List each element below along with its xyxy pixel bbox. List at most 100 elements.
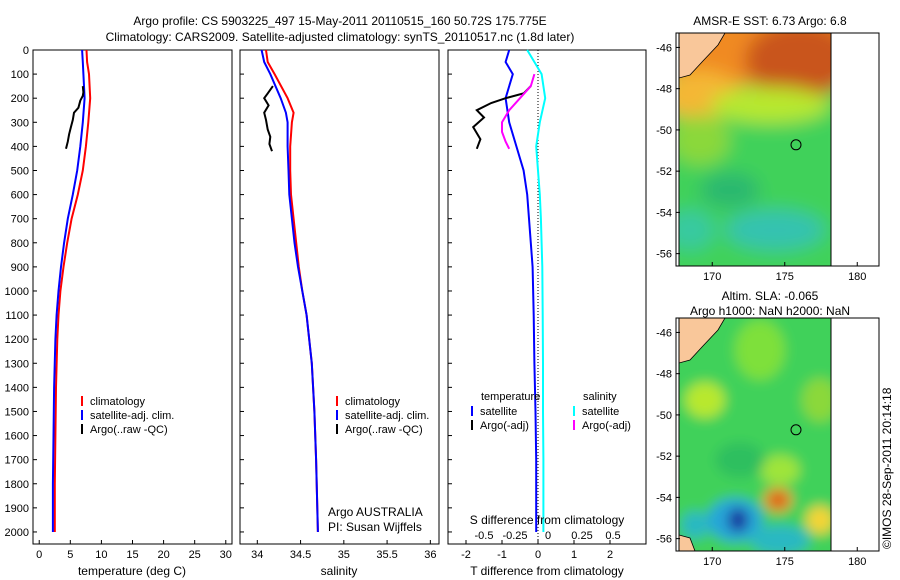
depth-tick-label: 300: [11, 117, 29, 129]
argo-note-line2: PI: Susan Wijffels: [328, 520, 422, 534]
map-tick-labels: 170 175 180 -46 -48 -50 -52 -54 -56 170 175 180 -46 -…: [656, 42, 866, 568]
t-difference-xlabel: T difference from climatology: [470, 564, 624, 578]
map-lon-label: 175: [776, 271, 794, 283]
argo-location-marker-sla: [790, 424, 802, 436]
legend-salinity-title: salinity: [583, 391, 617, 403]
map-lon-label: 180: [848, 556, 866, 568]
map-lat-label: -50: [656, 125, 672, 137]
depth-tick-label: 0: [23, 45, 29, 57]
x-tick-label: 5: [67, 549, 73, 561]
salinity-xlabel: salinity: [321, 564, 358, 578]
map-lon-label: 170: [703, 271, 721, 283]
profile-line-climatology: [265, 49, 319, 533]
x-tick-label: 30: [220, 549, 232, 561]
x-tick-label: 34.5: [290, 549, 311, 561]
s-diff-tick-label: -0.5: [475, 530, 494, 542]
map-lat-label: -54: [656, 492, 672, 504]
x-tick-label: 35: [338, 549, 350, 561]
map-lat-label: -52: [656, 166, 672, 178]
legend-label: satellite-adj. clim.: [345, 410, 429, 422]
depth-tick-label: 1500: [5, 406, 29, 418]
map-lat-label: -46: [656, 42, 672, 54]
depth-tick-label: 1300: [5, 358, 29, 370]
legend-label: satellite: [582, 406, 619, 418]
map-lat-label: -56: [656, 249, 672, 261]
profile-line-satellite: [526, 49, 547, 532]
legend-label: Argo(..raw -QC): [345, 424, 423, 436]
map-lat-label: -48: [656, 84, 672, 96]
profile-series: 0 5 10 15 20 25 30 34 34.5 35 35.5 36 -2 -1 0 1 2 -0.5 -0.…: [33, 49, 631, 561]
x-tick-label: 34: [251, 549, 263, 561]
land-shape-south: [679, 534, 696, 551]
legend-label: climatology: [345, 396, 401, 408]
argo-note-line1: Argo AUSTRALIA: [328, 505, 423, 519]
sla-map-title: Altim. SLA: -0.065: [722, 289, 819, 303]
legend-label: Argo(-adj): [480, 420, 529, 432]
sla-map-frame: [675, 317, 880, 552]
map-lat-label: -54: [656, 207, 672, 219]
legend-label: satellite-adj. clim.: [90, 410, 174, 422]
s-diff-tick-label: 0.25: [571, 530, 592, 542]
s-diff-tick-label: -0.25: [502, 530, 527, 542]
sst-map: [678, 32, 832, 267]
nz-land-shape-2: [679, 318, 726, 364]
legend-label: climatology: [90, 396, 146, 408]
depth-tick-label: 500: [11, 165, 29, 177]
profile-line-satellite-adj--clim-: [260, 49, 319, 533]
x-tick-label: 25: [189, 549, 201, 561]
depth-tick-label: 900: [11, 262, 29, 274]
map-lat-label: -52: [656, 451, 672, 463]
depth-tick-label: 1200: [5, 334, 29, 346]
x-tick-label: 35.5: [376, 549, 397, 561]
depth-tick-label: 1000: [5, 286, 29, 298]
difference-panel-frame: [447, 49, 647, 545]
depth-tick-label: 400: [11, 141, 29, 153]
s-diff-tick-label: 0: [545, 530, 551, 542]
legend-label: Argo(-adj): [582, 420, 631, 432]
x-tick-label: 10: [95, 549, 107, 561]
salinity-panel-frame: [239, 49, 440, 545]
depth-tick-label: 1600: [5, 431, 29, 443]
depth-tick-labels: 0 100 200 300 400 500 600 700 800 900 1000 1100 1200…: [5, 45, 29, 539]
map-lat-label: -48: [656, 369, 672, 381]
x-tick-label: -1: [497, 549, 507, 561]
depth-tick-label: 200: [11, 93, 29, 105]
profile-line-satellite-adj--clim-: [51, 49, 86, 532]
depth-tick-label: 1100: [5, 310, 29, 322]
argo-location-marker-sst: [790, 139, 802, 151]
x-tick-label: -2: [461, 549, 471, 561]
depth-tick-label: 700: [11, 214, 29, 226]
map-lat-label: -50: [656, 410, 672, 422]
profile-line-argo---raw--qc-: [65, 86, 85, 150]
depth-tick-label: 1700: [5, 455, 29, 467]
temperature-panel-frame: [32, 49, 233, 545]
depth-tick-label: 1800: [5, 479, 29, 491]
profile-line-argo--adj-: [471, 85, 532, 150]
x-tick-label: 1: [571, 549, 577, 561]
sst-map-frame: [675, 32, 880, 267]
depth-tick-label: 100: [11, 69, 29, 81]
legend-label: satellite: [480, 406, 517, 418]
sla-map: [678, 317, 832, 552]
profile-line-argo--adj-: [501, 73, 536, 150]
map-lat-label: -46: [656, 327, 672, 339]
s-diff-tick-label: 0.5: [605, 530, 620, 542]
x-tick-label: 0: [535, 549, 541, 561]
depth-tick-label: 800: [11, 238, 29, 250]
s-difference-xlabel: S difference from climatology: [470, 513, 625, 527]
legend-temperature-title: temperature: [481, 391, 540, 403]
x-tick-label: 36: [424, 549, 436, 561]
sla-map-subtitle: Argo h1000: NaN h2000: NaN: [690, 304, 850, 318]
profile-line-argo---raw--qc-: [262, 85, 274, 152]
x-tick-label: 0: [36, 549, 42, 561]
temperature-xlabel: temperature (deg C): [78, 564, 186, 578]
sst-map-title: AMSR-E SST: 6.73 Argo: 6.8: [693, 14, 847, 28]
imos-credit: ©IMOS 28-Sep-2011 20:14:18: [880, 387, 894, 549]
map-lon-label: 170: [703, 556, 721, 568]
profile-line-climatology: [53, 49, 92, 532]
figure-title-line1: Argo profile: CS 5903225_497 15-May-2011…: [133, 14, 546, 28]
x-tick-label: 2: [607, 549, 613, 561]
x-tick-label: 20: [157, 549, 169, 561]
depth-tick-label: 1900: [5, 503, 29, 515]
